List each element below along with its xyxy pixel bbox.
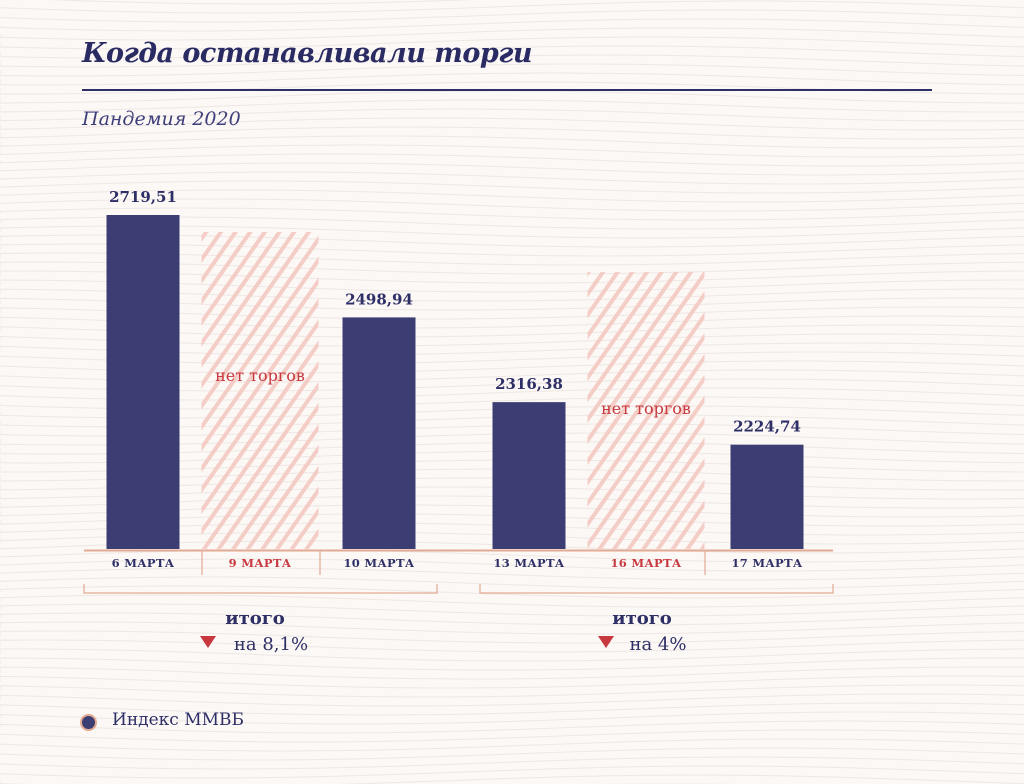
bar-value-label: 2719,51: [109, 188, 177, 206]
summary-bracket: [479, 584, 834, 594]
no-trading-label: нет торгов: [215, 366, 305, 385]
x-tick-label: 9 МАРТА: [229, 556, 292, 570]
bar-3: [342, 317, 416, 549]
no-trading-label: нет торгов: [601, 399, 691, 418]
bar-4: [492, 402, 566, 549]
x-tick-label: 10 МАРТА: [343, 556, 414, 570]
bar-6: [730, 444, 804, 549]
bar-1: [106, 215, 180, 549]
legend-marker: [80, 714, 97, 731]
chart-title: Когда останавливали торги: [82, 38, 533, 69]
summary-label: итого: [612, 608, 672, 629]
bar-value-label: 2498,94: [345, 290, 413, 308]
chart-subtitle: Пандемия 2020: [82, 108, 241, 130]
bar-value-label: 2316,38: [495, 375, 563, 393]
no-trading-area: [201, 232, 319, 549]
bar-value-label: 2224,74: [733, 418, 801, 436]
title-divider: [82, 89, 932, 91]
summary-label: итого: [225, 608, 285, 629]
x-tick-label: 17 МАРТА: [731, 556, 802, 570]
down-triangle-icon: [598, 636, 614, 648]
summary-bracket: [83, 584, 438, 594]
summary-change: на 4%: [629, 634, 686, 655]
x-tick-label: 13 МАРТА: [493, 556, 564, 570]
x-tick-label: 16 МАРТА: [610, 556, 681, 570]
no-trading-area: [587, 272, 705, 549]
legend-label: Индекс ММВБ: [112, 710, 245, 730]
summary-change: на 8,1%: [234, 634, 308, 655]
x-tick-label: 6 МАРТА: [112, 556, 175, 570]
down-triangle-icon: [200, 636, 216, 648]
